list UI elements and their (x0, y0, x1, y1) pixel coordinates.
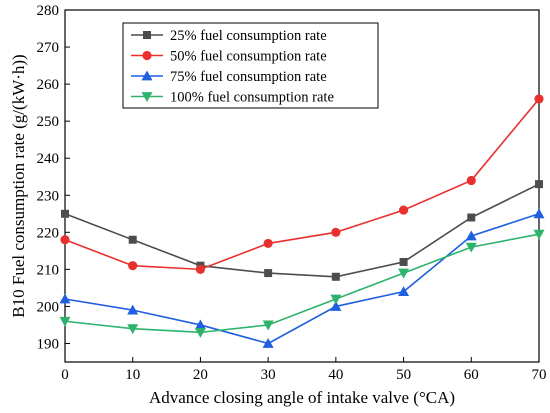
legend-item: 50% fuel consumption rate (131, 49, 327, 65)
series-line (64, 233, 540, 334)
data-point (399, 257, 408, 266)
data-point (262, 337, 274, 348)
series-2 (60, 94, 544, 274)
data-point (263, 238, 273, 249)
y-tick-label: 260 (37, 77, 60, 93)
x-tick-label: 0 (61, 367, 69, 383)
data-point (142, 50, 152, 61)
data-point (194, 327, 206, 338)
data-point (61, 209, 69, 218)
legend-label: 25% fuel consumption rate (170, 28, 327, 44)
legend-label: 75% fuel consumption rate (170, 69, 327, 85)
legend-label: 50% fuel consumption rate (170, 49, 327, 65)
legend-box (122, 22, 379, 109)
data-point (128, 261, 138, 271)
x-tick-label: 40 (328, 367, 343, 383)
data-point (195, 264, 206, 274)
data-point (398, 286, 410, 296)
data-point (398, 205, 409, 215)
data-point (128, 235, 137, 244)
data-point (466, 175, 476, 186)
data-point (534, 94, 544, 104)
y-tick-label: 200 (37, 299, 60, 315)
series-layer (59, 94, 545, 348)
data-point (330, 300, 342, 311)
x-tick-label: 20 (193, 367, 208, 383)
legend: 25% fuel consumption rate 50% fuel consum… (122, 22, 379, 109)
data-point (127, 324, 139, 335)
data-point (533, 229, 545, 240)
data-point (127, 304, 139, 315)
axes: 0 10 20 30 40 50 60 70 190 200 210 220 230 240 250 260 2… (37, 3, 547, 383)
series-3 (59, 208, 545, 348)
y-tick-label: 250 (37, 114, 60, 130)
y-axis-title: B10 Fuel consumption rate (g/(kW·h)) (9, 54, 28, 317)
y-tick-label: 230 (37, 188, 60, 204)
data-point (331, 272, 340, 281)
data-point (194, 319, 206, 330)
x-tick-label: 60 (464, 367, 479, 383)
series-1 (61, 180, 543, 281)
data-point (141, 92, 153, 102)
data-point (533, 208, 545, 219)
x-tick-label: 70 (532, 367, 547, 383)
x-tick-label: 50 (396, 367, 411, 383)
y-tick-label: 240 (37, 151, 60, 167)
y-tick-label: 280 (37, 3, 60, 19)
data-point (465, 230, 477, 241)
y-tick-label: 220 (37, 225, 60, 241)
legend-label: 100% fuel consumption rate (170, 90, 334, 106)
series-4 (59, 229, 545, 338)
data-point (465, 242, 477, 253)
data-point (262, 320, 274, 331)
x-axis-title: Advance closing angle of intake valve (°… (149, 388, 455, 407)
legend-item: 25% fuel consumption rate (131, 28, 327, 44)
data-point (60, 235, 70, 245)
y-tick-label: 210 (37, 262, 60, 278)
y-tick-label: 190 (37, 336, 60, 352)
data-point (535, 180, 543, 189)
data-point (59, 316, 71, 327)
data-point (467, 213, 476, 222)
data-point (264, 269, 273, 278)
data-point (331, 227, 341, 237)
legend-item: 75% fuel consumption rate (131, 69, 327, 85)
series-line (64, 183, 540, 278)
series-line (64, 213, 540, 345)
data-point (141, 70, 153, 81)
y-tick-label: 270 (37, 40, 60, 56)
data-point (330, 294, 342, 305)
legend-item: 100% fuel consumption rate (131, 90, 334, 106)
data-point (143, 31, 151, 39)
data-point (398, 268, 410, 279)
data-point (59, 293, 71, 304)
series-line (64, 98, 540, 271)
x-tick-label: 30 (261, 367, 276, 383)
x-tick-label: 10 (125, 367, 140, 383)
